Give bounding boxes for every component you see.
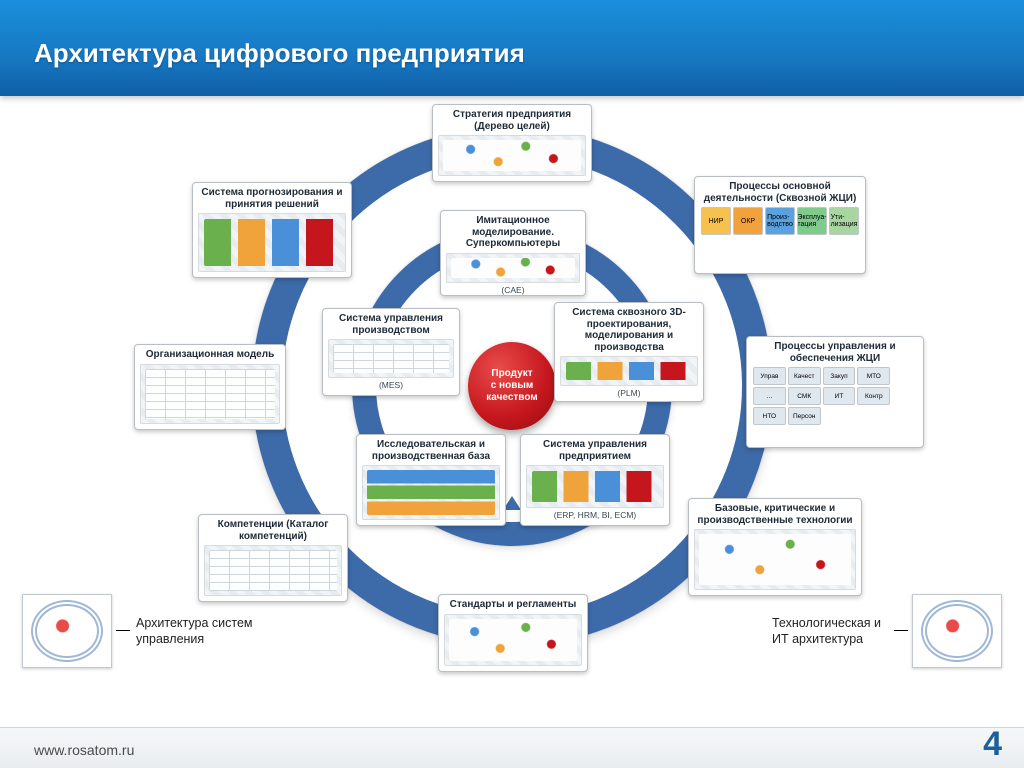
card-strip: Управ Качест Закуп МТО … СМК ИТ Контр НТ… [753,367,917,425]
card-title: Стандарты и регламенты [450,599,577,611]
strip-cell: СМК [788,387,821,405]
left-arch-label: Архитектура систем управления [136,616,253,647]
card-title: Система прогнозирования и принятия решен… [199,187,345,210]
dash-icon [116,630,130,631]
card-thumb-icon [560,356,698,386]
card-thumb-icon [204,545,342,596]
strip-cell: Качест [788,367,821,385]
card-title: Компетенции (Каталог компетенций) [205,519,341,542]
strip-cell: НТО [753,407,786,425]
card-title: Система управления предприятием [527,439,663,462]
left-arch-thumb [22,594,112,668]
card-title: Процессы основной деятельности (Сквозной… [701,181,859,204]
right-arch-thumb [912,594,1002,668]
card-title: Система сквозного 3D-проектирования, мод… [561,307,697,353]
card-title: Стратегия предприятия (Дерево целей) [439,109,585,132]
card-thumb-icon [444,614,582,667]
card-competence: Компетенции (Каталог компетенций) [198,514,348,602]
card-subtitle: (ERP, HRM, BI, ECM) [554,510,637,520]
card-thumb-icon [438,135,586,176]
card-org-model: Организационная модель [134,344,286,430]
card-title: Исследовательская и производственная баз… [363,439,499,462]
card-thumb-icon [198,213,346,272]
strip-cell: … [753,387,786,405]
card-title: Организационная модель [146,349,275,361]
strip-cell: ОКР [733,207,763,235]
card-subtitle: (MES) [379,380,403,390]
card-thumb-icon [526,465,664,508]
strip-cell: Произ- водство [765,207,795,235]
footer-bar [0,727,1024,768]
card-strategy: Стратегия предприятия (Дерево целей) [432,104,592,182]
card-base-tech: Базовые, критические и производственные … [688,498,862,596]
strip-cell: Управ [753,367,786,385]
card-thumb-icon [446,253,580,283]
page-title: Архитектура цифрового предприятия [34,38,525,69]
strip-cell: Ути- лизация [829,207,859,235]
card-mes: Система управления производством (MES) [322,308,460,396]
card-thumb-icon [362,465,500,520]
footer-url: www.rosatom.ru [34,742,134,758]
strip-cell: Контр [857,387,890,405]
mini-diagram-icon [31,600,103,662]
strip-cell: Персон [788,407,821,425]
card-cae: Имитационное моделирование. Суперкомпьют… [440,210,586,296]
center-product-badge: Продукт с новым качеством [468,342,556,430]
card-core-processes: Процессы основной деятельности (Сквозной… [694,176,866,274]
card-strip: НИР ОКР Произ- водство Эксплуа- тация Ут… [701,207,859,235]
mini-diagram-icon [921,600,993,662]
strip-cell: Эксплуа- тация [797,207,827,235]
center-label: Продукт с новым качеством [486,368,537,404]
card-plm: Система сквозного 3D-проектирования, мод… [554,302,704,402]
card-erp: Система управления предприятием (ERP, HR… [520,434,670,526]
page-number: 4 [983,725,1002,764]
card-title: Процессы управления и обеспечения ЖЦИ [753,341,917,364]
card-subtitle: (PLM) [617,388,640,398]
strip-cell: Закуп [823,367,856,385]
card-forecast: Система прогнозирования и принятия решен… [192,182,352,278]
card-title: Базовые, критические и производственные … [695,503,855,526]
card-thumb-icon [140,364,280,425]
card-research-base: Исследовательская и производственная баз… [356,434,506,526]
card-standards: Стандарты и регламенты [438,594,588,672]
dash-icon [894,630,908,631]
card-title: Имитационное моделирование. Суперкомпьют… [447,215,579,250]
card-title: Система управления производством [329,313,453,336]
strip-cell: ИТ [823,387,856,405]
strip-cell: НИР [701,207,731,235]
diagram-stage: ➤ ➤ ➤ ➤ Продукт с новым качеством Имитац… [0,96,1024,728]
card-thumb-icon [328,339,454,378]
card-mgmt-processes: Процессы управления и обеспечения ЖЦИ Уп… [746,336,924,448]
card-subtitle: (CAE) [501,285,524,295]
card-thumb-icon [694,529,856,590]
right-arch-label: Технологическая и ИТ архитектура [772,616,892,647]
strip-cell: МТО [857,367,890,385]
